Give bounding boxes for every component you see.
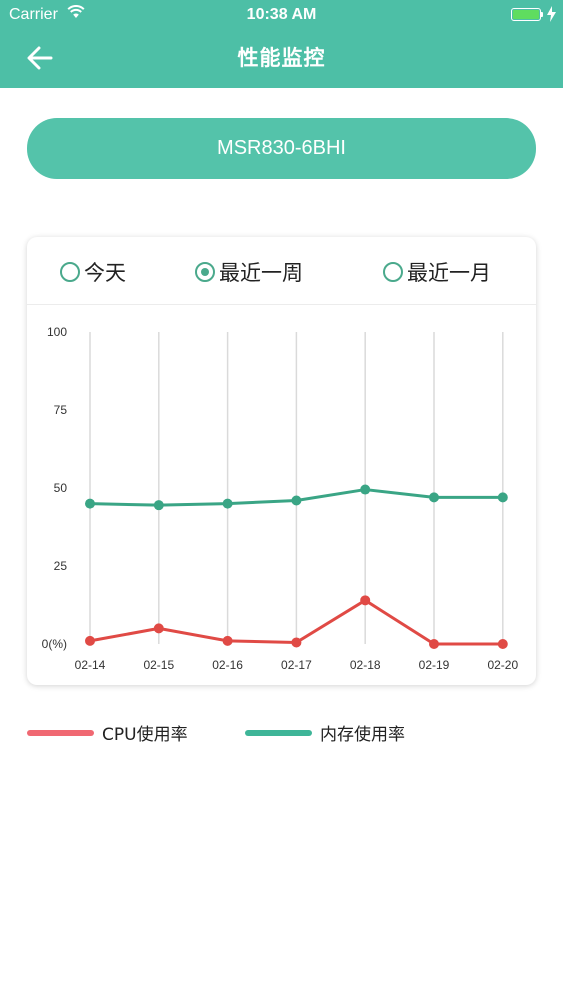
arrow-left-icon [27, 46, 53, 70]
data-point [222, 635, 233, 646]
x-tick-label: 02-16 [212, 658, 243, 672]
page-title: 性能监控 [237, 46, 326, 70]
memory-legend-swatch [245, 729, 312, 736]
data-point [85, 498, 95, 509]
x-tick-label: 02-18 [350, 658, 381, 672]
data-point [222, 498, 233, 509]
data-point [429, 639, 439, 649]
y-tick-label: 25 [54, 559, 68, 573]
x-tick-label: 02-14 [75, 658, 106, 672]
y-tick-label: 100 [47, 325, 67, 339]
x-tick-label: 02-15 [143, 658, 174, 672]
x-tick-label: 02-17 [281, 658, 312, 672]
legend-memory: 内存使用率 [245, 720, 405, 745]
data-point [360, 595, 371, 606]
data-point [497, 639, 508, 649]
carrier-label: Carrier [9, 6, 58, 23]
memory-legend-label: 内存使用率 [320, 725, 405, 745]
time-range-selector: 今天 最近一周 最近一月 [27, 237, 536, 305]
range-option-label: 今天 [84, 261, 126, 285]
radio-circle-icon [60, 262, 80, 282]
data-point [360, 484, 371, 495]
cpu-legend-label: CPU使用率 [102, 725, 188, 745]
y-tick-label: 0(%) [42, 637, 67, 651]
chart-card: 今天 最近一周 最近一月 100 75 50 25 0(%) 02-14 02-15 02-1… [27, 237, 536, 685]
radio-circle-icon [195, 262, 215, 282]
wifi-icon [67, 5, 85, 24]
status-time: 10:38 AM [246, 6, 317, 23]
x-tick-label: 02-19 [419, 658, 450, 672]
range-option-label: 最近一周 [219, 261, 303, 285]
usage-line-chart: 100 75 50 25 0(%) 02-14 02-15 02-16 02-17 02-18 02… [42, 325, 519, 672]
device-selector-button[interactable]: MSR830-6BHI [27, 118, 536, 179]
radio-circle-icon [383, 262, 403, 282]
data-point [153, 623, 164, 634]
range-option-month[interactable]: 最近一月 [383, 257, 491, 287]
nav-header: Carrier 10:38 AM 性能监控 [0, 0, 563, 88]
legend-cpu: CPU使用率 [27, 720, 188, 745]
back-button[interactable] [24, 42, 56, 74]
data-point [291, 495, 302, 506]
data-point [153, 500, 164, 511]
data-point [85, 635, 95, 646]
data-point [291, 637, 302, 648]
charging-icon [547, 6, 556, 27]
data-point [429, 492, 439, 503]
data-point [497, 492, 508, 503]
range-option-label: 最近一月 [407, 261, 491, 285]
battery-icon [511, 8, 541, 21]
status-bar: Carrier 10:38 AM [0, 0, 563, 30]
cpu-legend-swatch [27, 729, 94, 736]
range-option-week[interactable]: 最近一周 [195, 257, 303, 287]
battery-tip [541, 12, 543, 17]
y-tick-label: 50 [54, 481, 68, 495]
range-option-today[interactable]: 今天 [60, 257, 126, 287]
x-tick-label: 02-20 [487, 658, 518, 672]
y-tick-label: 75 [54, 403, 68, 417]
